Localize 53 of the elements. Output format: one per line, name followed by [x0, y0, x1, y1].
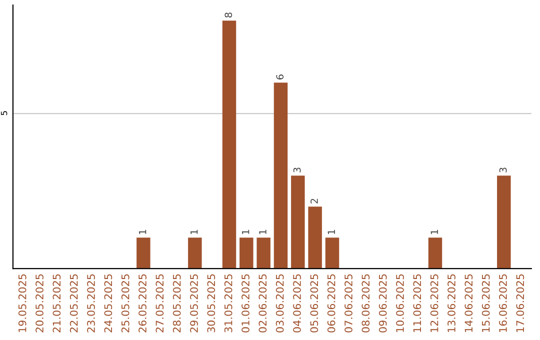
- bar: [325, 238, 340, 269]
- x-tick-label: 02.06.2025: [258, 274, 267, 332]
- x-tick-label: 03.06.2025: [276, 274, 284, 332]
- bar: [274, 82, 288, 269]
- bar: [256, 238, 270, 269]
- x-tick-label: 26.05.2025: [138, 274, 146, 332]
- x-tick-label: 23.05.2025: [87, 274, 95, 332]
- data-label: 3: [499, 168, 507, 172]
- x-tick-label: 15.06.2025: [482, 274, 490, 332]
- bar: [497, 176, 511, 269]
- x-tick-label: 06.06.2025: [327, 274, 336, 332]
- bar: [428, 238, 442, 269]
- x-tick-label: 01.06.2025: [242, 274, 250, 332]
- x-tick-label: 27.05.2025: [156, 274, 164, 332]
- data-label: 1: [190, 230, 198, 234]
- bar: [136, 238, 150, 269]
- x-tick-label: 16.06.2025: [499, 274, 507, 332]
- x-tick-label: 10.06.2025: [396, 274, 404, 332]
- bar: [291, 176, 305, 269]
- data-label: 1: [430, 230, 438, 234]
- x-tick-label: 12.06.2025: [430, 274, 438, 332]
- data-label: 6: [276, 74, 284, 80]
- x-tick-label: 07.06.2025: [344, 274, 352, 332]
- data-label: 1: [259, 230, 266, 234]
- x-tick-label: 30.05.2025: [207, 274, 216, 332]
- x-tick-label: 22.05.2025: [70, 274, 78, 332]
- bar: [308, 206, 322, 269]
- x-tick-label: 31.05.2025: [224, 274, 232, 332]
- x-tick-label: 20.05.2025: [36, 274, 44, 332]
- bar: [222, 20, 236, 269]
- data-label: 3: [293, 168, 301, 172]
- x-tick-label: 19.05.2025: [18, 274, 26, 332]
- x-tick-label: 04.06.2025: [293, 274, 301, 332]
- x-tick-label: 29.05.2025: [190, 274, 198, 332]
- data-label: 8: [224, 12, 232, 18]
- x-tick-label: 13.06.2025: [448, 274, 456, 332]
- data-label: 1: [139, 230, 146, 234]
- data-label: 2: [310, 198, 318, 204]
- data-label: 1: [242, 230, 250, 234]
- data-label: 1: [328, 230, 335, 234]
- x-tick-label: 24.05.2025: [104, 274, 112, 332]
- bar: [188, 238, 202, 269]
- x-tick-label: 17.06.2025: [516, 274, 524, 332]
- x-tick-label: 14.06.2025: [464, 274, 473, 332]
- x-tick-label: 25.05.2025: [121, 274, 130, 332]
- x-tick-label: 05.06.2025: [310, 274, 318, 332]
- bar: [240, 238, 254, 269]
- x-tick-label: 11.06.2025: [413, 274, 422, 332]
- x-tick-label: 21.05.2025: [52, 274, 61, 332]
- x-tick-label: 28.05.2025: [172, 274, 181, 332]
- x-tick-label: 08.06.2025: [362, 274, 370, 332]
- y-tick-label: 5: [0, 111, 8, 116]
- x-tick-label: 09.06.2025: [378, 274, 387, 332]
